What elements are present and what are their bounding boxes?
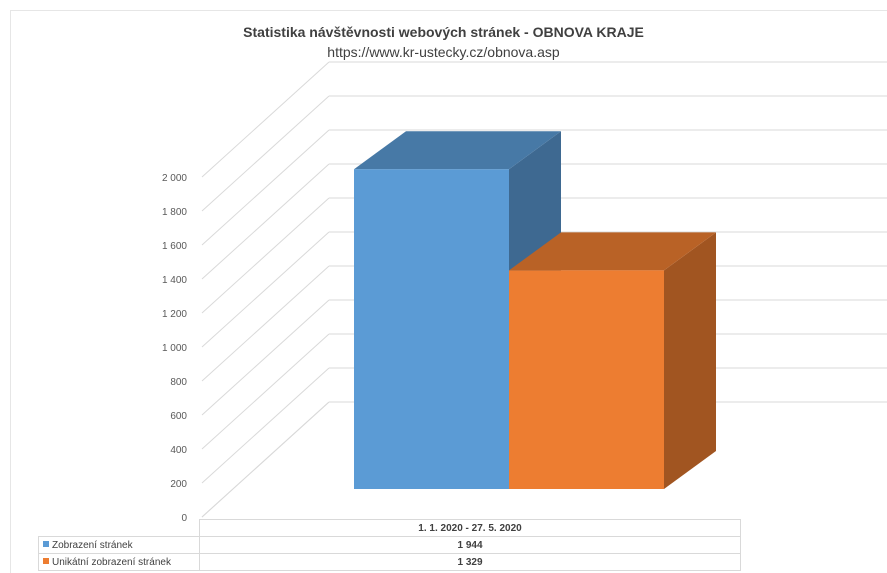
legend-swatch [43,540,49,547]
legend-entry: Zobrazení stránek [38,536,200,554]
chart-frame [10,10,887,573]
y-tick-label: 0 [181,513,187,524]
chart-subtitle: https://www.kr-ustecky.cz/obnova.asp [327,44,560,60]
data-table-row: Zobrazení stránek 1 944 [38,536,741,554]
y-tick-label: 400 [170,445,187,456]
y-tick-label: 1 800 [162,207,187,218]
bar [509,232,716,489]
gridline [201,61,330,178]
legend-label: Zobrazení stránek [52,539,133,551]
gridline [201,129,330,246]
legend-swatch [43,557,49,564]
data-table-corner [38,519,200,537]
legend-entry: Unikátní zobrazení stránek [38,553,200,571]
bar-front [354,169,509,489]
bar-top [354,131,561,170]
gridline [201,265,330,382]
bar-side [664,232,716,489]
gridline [201,333,330,450]
y-tick-label: 200 [170,479,187,490]
y-tick-label: 1 000 [162,343,187,354]
gridline [201,197,330,314]
data-label: 1 329 [199,553,741,571]
y-tick-label: 1 600 [162,241,187,252]
category-label: 1. 1. 2020 - 27. 5. 2020 [199,519,741,537]
data-table-row: Unikátní zobrazení stránek 1 329 [38,553,741,571]
gridline [201,367,330,484]
chart-title: Statistika návštěvnosti webových stránek… [243,24,644,40]
bars [354,131,716,489]
legend-label: Unikátní zobrazení stránek [52,556,171,568]
gridline [201,401,330,518]
bar-front [509,270,664,489]
gridline [201,231,330,348]
y-tick-label: 2 000 [162,173,187,184]
data-label: 1 944 [199,536,741,554]
y-tick-label: 600 [170,411,187,422]
bar-top [509,232,716,271]
gridline [201,95,330,212]
y-tick-label: 800 [170,377,187,388]
data-table: 1. 1. 2020 - 27. 5. 2020 Zobrazení strán… [38,519,741,571]
gridline [201,163,330,280]
gridline [201,299,330,416]
data-table-header-row: 1. 1. 2020 - 27. 5. 2020 [38,519,741,537]
y-tick-label: 1 200 [162,309,187,320]
y-axis: 0 200 400 600 800 1 000 1 200 1 400 1 600 1 800 2 … [162,173,187,524]
y-tick-label: 1 400 [162,275,187,286]
